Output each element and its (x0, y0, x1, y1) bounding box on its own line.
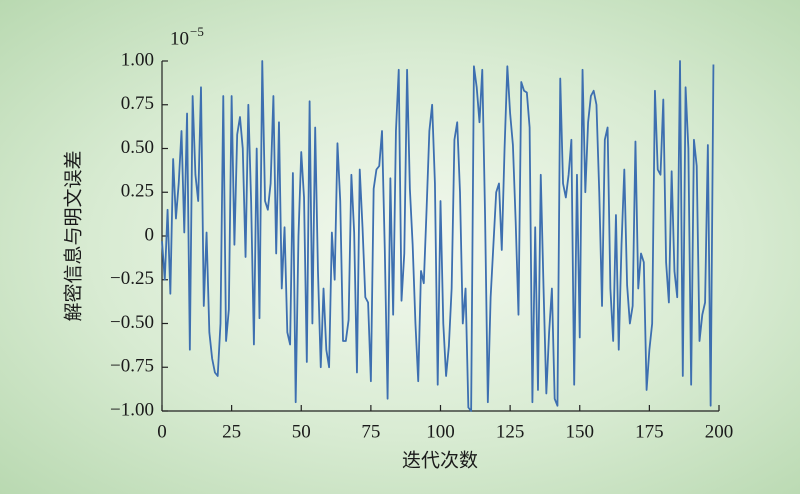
y-tick-label: 1.00 (121, 49, 154, 70)
y-axis-label: 解密信息与明文误差 (62, 150, 84, 321)
x-tick-label: 0 (157, 421, 167, 442)
y-tick-label: −0.75 (110, 356, 154, 377)
y-tick-label: 0.50 (121, 137, 154, 158)
y-tick-label: 0 (145, 224, 155, 245)
y-tick-label: −0.25 (110, 268, 154, 289)
y-scale-exponent: −5 (190, 24, 204, 39)
y-tick-label: 0.75 (121, 93, 154, 114)
x-tick-label: 50 (292, 421, 311, 442)
x-tick-label: 75 (361, 421, 380, 442)
y-tick-label: −0.50 (110, 312, 154, 333)
y-tick-label: 0.25 (121, 181, 154, 202)
data-line (161, 60, 715, 412)
x-tick-label: 125 (496, 421, 525, 442)
x-tick-label: 175 (635, 421, 664, 442)
x-tick-label: 25 (222, 421, 241, 442)
y-scale-base: 10 (170, 28, 189, 49)
x-axis-label: 迭代次数 (402, 449, 478, 471)
x-tick-label: 200 (705, 421, 734, 442)
x-tick-label: 100 (426, 421, 455, 442)
y-tick-label: −1.00 (110, 399, 154, 420)
x-tick-label: 150 (566, 421, 595, 442)
